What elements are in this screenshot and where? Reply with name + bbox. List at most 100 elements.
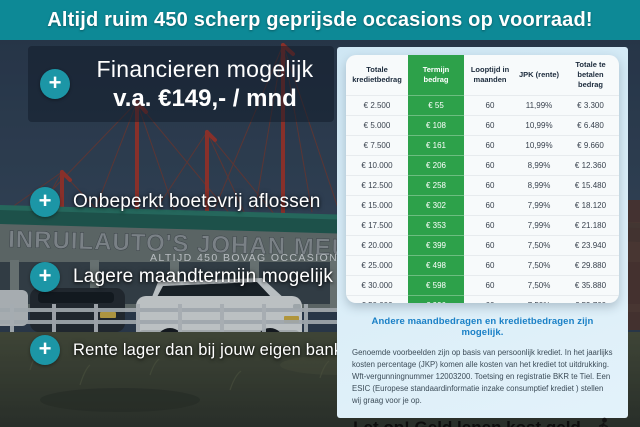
table-cell: 60: [464, 235, 516, 256]
table-cell: 60: [464, 155, 516, 176]
table-cell: 60: [464, 295, 516, 303]
table-cell: 60: [464, 95, 516, 116]
building-right-sliver: [624, 200, 640, 330]
table-cell: € 161: [408, 135, 464, 156]
table-cell: 7,50%: [516, 255, 562, 276]
table-cell: € 9.660: [562, 135, 619, 156]
financing-headline: Financieren mogelijk v.a. €149,- / mnd: [82, 56, 334, 113]
table-cell: € 12.360: [562, 155, 619, 176]
table-cell: 60: [464, 135, 516, 156]
table-cell: 7,50%: [516, 235, 562, 256]
table-cell: € 17.500: [346, 215, 408, 236]
table-cell: € 7.500: [346, 135, 408, 156]
table-cell: 10,99%: [516, 135, 562, 156]
column-header: Totale kredietbedrag: [352, 64, 402, 84]
bovag-sign: ALTIJD 450 BOVAG OCCASIONS: [150, 252, 346, 264]
table-cell: 8,99%: [516, 175, 562, 196]
table-cell: € 258: [408, 175, 464, 196]
column-header: JPK (rente): [519, 69, 560, 79]
table-cell: € 498: [408, 255, 464, 276]
headline-line2: v.a. €149,- / mnd: [113, 84, 297, 112]
financing-info-panel: Totale kredietbedrag Termijn bedrag Loopti…: [337, 47, 628, 427]
table-row: € 30.000 € 598 60 7,50% € 35.880: [346, 275, 619, 296]
financing-headline-box: + Financieren mogelijk v.a. €149,- / mnd: [28, 46, 334, 122]
table-row: € 50.000€ 996607,50%€ 59.760: [346, 295, 619, 303]
table-row: € 5.000 € 108 60 10,99% € 6.480: [346, 115, 619, 136]
table-cell: € 29.880: [562, 255, 619, 276]
building-sign: INRUILAUTO'S JOHAN MEURE: [8, 226, 386, 263]
disclaimer-heading: Andere maandbedragen en kredietbedragen …: [371, 316, 594, 338]
table-cell: 60: [464, 275, 516, 296]
table-cell: 60: [464, 175, 516, 196]
table-cell: € 3.300: [562, 95, 619, 116]
table-cell: € 5.000: [346, 115, 408, 136]
geld-lenen-kost-geld-icon: €: [598, 418, 608, 427]
table-cell: € 6.480: [562, 115, 619, 136]
table-cell: € 20.000: [346, 235, 408, 256]
table-cell: 60: [464, 195, 516, 216]
table-row: € 2.500 € 55 60 11,99% € 3.300: [346, 95, 619, 116]
finance-table: Totale kredietbedrag Termijn bedrag Loopti…: [346, 55, 619, 303]
column-header: Looptijd in maanden: [470, 64, 510, 84]
table-cell: 8,99%: [516, 155, 562, 176]
plus-icon: +: [30, 187, 60, 217]
disclaimer-section: Andere maandbedragen en kredietbedragen …: [337, 303, 628, 427]
table-row: € 17.500 € 353 60 7,99% € 21.180: [346, 215, 619, 236]
table-row: € 12.500 € 258 60 8,99% € 15.480: [346, 175, 619, 196]
table-cell: € 55: [408, 95, 464, 116]
table-cell: € 302: [408, 195, 464, 216]
feature-item: + Onbeperkt boetevrij aflossen: [30, 187, 320, 217]
table-cell: € 12.500: [346, 175, 408, 196]
plus-icon: +: [40, 69, 70, 99]
table-cell: 7,99%: [516, 215, 562, 236]
table-cell: 60: [464, 215, 516, 236]
table-row: € 20.000 € 399 60 7,50% € 23.940: [346, 235, 619, 256]
table-cell: € 15.480: [562, 175, 619, 196]
loan-warning: Let op! Geld lenen kost geld €: [352, 417, 613, 427]
table-cell: 7,99%: [516, 195, 562, 216]
plus-icon: +: [30, 335, 60, 365]
table-cell: 7,50%: [516, 295, 562, 303]
table-row: € 25.000 € 498 60 7,50% € 29.880: [346, 255, 619, 276]
table-cell: 7,50%: [516, 275, 562, 296]
table-cell: 60: [464, 115, 516, 136]
table-cell: € 21.180: [562, 215, 619, 236]
table-cell: € 18.120: [562, 195, 619, 216]
column-header: Termijn bedrag: [422, 64, 450, 84]
column-header: Totale te betalen bedrag: [575, 59, 606, 90]
table-row: € 10.000 € 206 60 8,99% € 12.360: [346, 155, 619, 176]
table-cell: € 59.760: [562, 295, 619, 303]
table-cell: € 15.000: [346, 195, 408, 216]
table-cell: € 50.000: [346, 295, 408, 303]
table-cell: € 35.880: [562, 275, 619, 296]
table-cell: € 353: [408, 215, 464, 236]
table-row: € 15.000 € 302 60 7,99% € 18.120: [346, 195, 619, 216]
table-cell: € 108: [408, 115, 464, 136]
disclaimer-body: Genoemde voorbeelden zijn op basis van p…: [352, 348, 613, 406]
table-cell: € 25.000: [346, 255, 408, 276]
table-cell: € 30.000: [346, 275, 408, 296]
table-cell: € 598: [408, 275, 464, 296]
table-cell: € 10.000: [346, 155, 408, 176]
banner-text: Altijd ruim 450 scherp geprijsde occasio…: [47, 8, 593, 31]
feature-label: Lagere maandtermijn mogelijk: [73, 266, 334, 287]
table-cell: € 399: [408, 235, 464, 256]
table-cell: € 206: [408, 155, 464, 176]
table-cell: 10,99%: [516, 115, 562, 136]
table-cell: 60: [464, 255, 516, 276]
white-fence: [0, 304, 345, 336]
table-cell: 11,99%: [516, 95, 562, 116]
feature-item: + Lagere maandtermijn mogelijk: [30, 262, 333, 292]
feature-label: Onbeperkt boetevrij aflossen: [73, 191, 321, 212]
table-cell: € 2.500: [346, 95, 408, 116]
feature-label: Rente lager dan bij jouw eigen bank: [73, 340, 343, 359]
table-cell: € 996: [408, 295, 464, 303]
table-header-row: Totale kredietbedrag Termijn bedrag Loopti…: [346, 55, 619, 96]
finance-table-card: Totale kredietbedrag Termijn bedrag Loopti…: [346, 55, 619, 303]
table-cell: € 23.940: [562, 235, 619, 256]
headline-line1: Financieren mogelijk: [96, 55, 314, 82]
table-row: € 7.500 € 161 60 10,99% € 9.660: [346, 135, 619, 156]
top-banner: Altijd ruim 450 scherp geprijsde occasio…: [0, 0, 640, 40]
plus-icon: +: [30, 262, 60, 292]
